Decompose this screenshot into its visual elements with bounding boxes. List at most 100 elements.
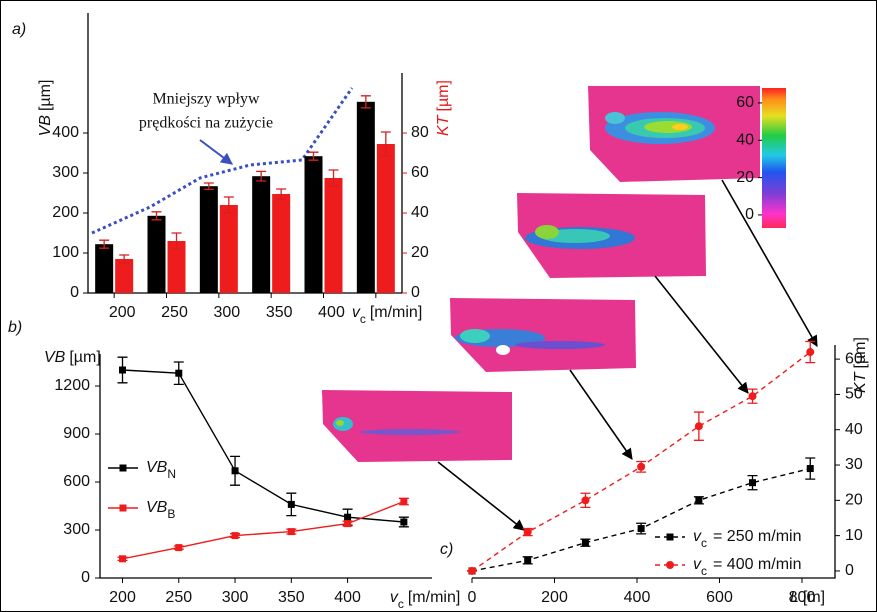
marker (344, 514, 351, 521)
y-tick-label: 20 (845, 492, 863, 509)
legend-label: vc= 400 m/min (693, 556, 801, 578)
x-tick-label: 350 (266, 304, 293, 321)
y-tick-label: 200 (52, 204, 79, 221)
x-axis-label-part: [m/min] (370, 304, 422, 321)
marker (806, 348, 814, 356)
marker (288, 528, 295, 535)
colorbar-tick-label: 0 (745, 206, 754, 223)
bar (115, 259, 133, 293)
marker (524, 528, 532, 536)
page: {"chart_data": [ {"type": "bar", "label"… (0, 0, 877, 612)
axis-line (88, 13, 402, 293)
marker (637, 463, 645, 471)
x-tick-label: 400 (334, 589, 361, 606)
marker (288, 501, 295, 508)
y-tick-label: 0 (70, 284, 79, 301)
y2-tick-label: 0 (411, 284, 420, 301)
y2-tick-label: 80 (411, 124, 429, 141)
heatmap-3 (450, 298, 636, 372)
annotation: prędkości na zużycie (139, 115, 273, 132)
marker (232, 532, 239, 539)
bar (148, 216, 166, 293)
marker (638, 525, 645, 532)
x-tick-label: 250 (165, 589, 192, 606)
y-tick-label: 1200 (54, 377, 90, 394)
annotation-arrow (200, 140, 232, 164)
bar (272, 194, 290, 293)
y-tick-label: 40 (845, 421, 863, 438)
bar (325, 178, 343, 293)
x-tick-label: 350 (278, 589, 305, 606)
marker (749, 392, 757, 400)
heatmap-4 (322, 390, 512, 462)
marker (119, 367, 126, 374)
x-tick-label: 400 (624, 589, 651, 606)
x-tick-label: 250 (161, 304, 188, 321)
heatmap-1 (588, 86, 760, 182)
legend-label: VBN (146, 459, 176, 481)
y2-axis-label-part: KT (435, 114, 452, 136)
x-axis-label-part: [m/min] (408, 589, 460, 606)
legend-label-part: = 250 m/min (713, 528, 801, 545)
legend-label-part: VB (146, 459, 168, 476)
y-axis-label: VB[µm] (37, 80, 54, 137)
y2-tick-label: 60 (411, 164, 429, 181)
marker (175, 544, 182, 551)
marker (400, 498, 407, 505)
y2-axis-label: KT [µm] (435, 80, 452, 136)
x-tick-label: 200 (109, 304, 136, 321)
panel-label: b) (8, 319, 22, 336)
marker (400, 519, 407, 526)
x-axis-label-part: c (398, 597, 404, 611)
marker (175, 370, 182, 377)
marker (344, 520, 351, 527)
y-axis-label: VB[µm] (44, 349, 101, 366)
heatmap-2 (517, 193, 706, 278)
x-tick-label: 400 (318, 304, 345, 321)
panel-label: a) (12, 21, 26, 38)
x-tick-label: 600 (706, 589, 733, 606)
bar (252, 176, 270, 293)
colorbar (762, 88, 786, 228)
y-axis-label-part: VB (44, 349, 66, 366)
x-axis-label-part: L (790, 589, 799, 606)
y-tick-label: 300 (52, 164, 79, 181)
bar (377, 144, 395, 293)
bar (95, 244, 113, 293)
y2-tick-label: 40 (411, 204, 429, 221)
y-tick-label: 900 (63, 425, 90, 442)
legend-label-part: B (167, 507, 175, 521)
x-tick-label: 0 (468, 589, 477, 606)
bar (220, 205, 238, 293)
marker (232, 467, 239, 474)
colorbar-tick-label: 60 (736, 94, 754, 111)
marker (468, 567, 476, 575)
x-axis-label: vc[m/min] (352, 304, 422, 326)
y-axis-label-part: [µm] (852, 337, 869, 368)
marker (524, 557, 531, 564)
annotation: Mniejszy wpływ (152, 91, 260, 108)
marker (695, 422, 703, 430)
bar (305, 156, 323, 293)
y-tick-label: 30 (845, 456, 863, 473)
legend-label: vc= 250 m/min (693, 528, 801, 550)
legend-label-part: = 400 m/min (713, 556, 801, 573)
marker (582, 539, 589, 546)
y-axis-label-part: [µm] (69, 349, 100, 366)
colorbar-tick-label: 40 (736, 131, 754, 148)
x-tick-label: 200 (109, 589, 136, 606)
colorbar-tick-label: 20 (736, 169, 754, 186)
legend-marker (667, 534, 674, 541)
y-tick-label: 0 (845, 562, 854, 579)
x-axis-label-part: c (360, 312, 366, 326)
y2-axis-label-part: [µm] (435, 80, 452, 111)
panel-label: c) (440, 541, 453, 558)
legend-label-part: c (701, 564, 707, 578)
figure: 0100200300400020406080200250300350400vc[… (0, 0, 877, 612)
y-tick-label: 300 (63, 521, 90, 538)
y-axis-label-part: [µm] (37, 80, 54, 111)
marker (695, 497, 702, 504)
legend-label-part: VB (146, 499, 168, 516)
y-tick-label: 0 (81, 569, 90, 586)
bar (357, 102, 375, 293)
